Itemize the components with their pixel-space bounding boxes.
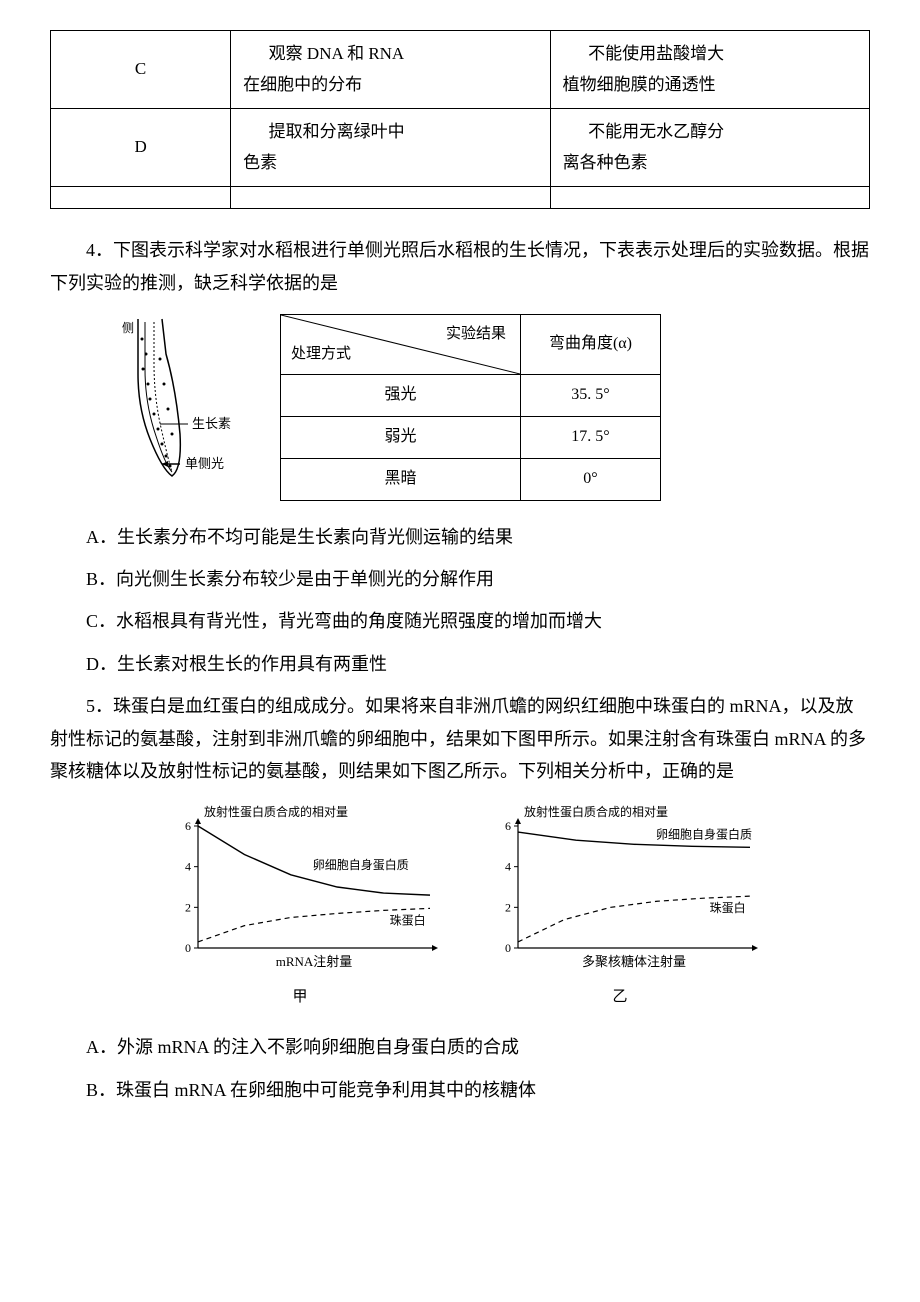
svg-text:6: 6 (185, 819, 191, 833)
text: 不能使用盐酸增大 (588, 44, 724, 63)
q4-option-d: D．生长素对根生长的作用具有两重性 (50, 648, 870, 680)
svg-text:0: 0 (185, 941, 191, 955)
angle-cell: 35. 5° (521, 375, 661, 417)
question-5-stem: 5．珠蛋白是血红蛋白的组成成分。如果将来自非洲爪蟾的网织红细胞中珠蛋白的 mRN… (50, 690, 870, 787)
result-cell: 不能使用盐酸增大 植物细胞膜的通透性 (550, 31, 869, 109)
result-table: 实验结果 处理方式 弯曲角度(α) 强光 35. 5° 弱光 17. 5° 黑暗… (280, 314, 661, 500)
light-label: 单侧光 (185, 456, 224, 471)
root-diagram: 侧 生长素 单侧光 (110, 314, 240, 484)
svg-text:珠蛋白: 珠蛋白 (710, 900, 746, 915)
option-label-c: C (51, 31, 231, 109)
table-row: 弱光 17. 5° (281, 416, 661, 458)
text: 色素 (243, 153, 277, 172)
svg-text:0: 0 (505, 941, 511, 955)
chart-yi: 0 2 4 6 放射性蛋白质合成的相对量卵细胞自身蛋白质珠蛋白多聚核糖体注射量 乙 (480, 802, 760, 1011)
table-row: D 提取和分离绿叶中 色素 不能用无水乙醇分 离各种色素 (51, 109, 870, 187)
q4-option-b: B．向光侧生长素分布较少是由于单侧光的分解作用 (50, 563, 870, 595)
result-cell: 不能用无水乙醇分 离各种色素 (550, 109, 869, 187)
table-row-empty (51, 187, 870, 209)
axis-label: 侧 (122, 321, 134, 335)
svg-text:卵细胞自身蛋白质: 卵细胞自身蛋白质 (656, 827, 752, 842)
table-row: 强光 35. 5° (281, 375, 661, 417)
chart-svg-jia: 0 2 4 6 放射性蛋白质合成的相对量卵细胞自身蛋白质珠蛋白 mRNA注射量 (160, 802, 440, 982)
table-row: 黑暗 0° (281, 458, 661, 500)
text: 植物细胞膜的通透性 (563, 75, 716, 94)
svg-text:6: 6 (505, 819, 511, 833)
svg-text:多聚核糖体注射量: 多聚核糖体注射量 (582, 954, 686, 969)
method-cell: 强光 (281, 375, 521, 417)
text: 提取和分离绿叶中 (269, 122, 405, 141)
question-4-stem: 4．下图表示科学家对水稻根进行单侧光照后水稻根的生长情况，下表表示处理后的实验数… (50, 234, 870, 299)
text: 在细胞中的分布 (243, 75, 362, 94)
svg-text:mRNA注射量: mRNA注射量 (276, 954, 353, 969)
question-4-figure: 侧 生长素 单侧光 实验结果 处理方式 弯曲角度(α) 强光 35. 5° 弱光… (110, 314, 870, 500)
svg-text:放射性蛋白质合成的相对量: 放射性蛋白质合成的相对量 (524, 804, 668, 819)
auxin-label: 生长素 (192, 416, 231, 431)
angle-cell: 0° (521, 458, 661, 500)
q4-option-a: A．生长素分布不均可能是生长素向背光侧运输的结果 (50, 521, 870, 553)
header-method: 处理方式 (291, 341, 351, 368)
method-cell: 黑暗 (281, 458, 521, 500)
svg-text:2: 2 (185, 901, 191, 915)
chart-svg-yi: 0 2 4 6 放射性蛋白质合成的相对量卵细胞自身蛋白质珠蛋白多聚核糖体注射量 (480, 802, 760, 982)
text: 不能用无水乙醇分 (588, 122, 724, 141)
q4-option-c: C．水稻根具有背光性，背光弯曲的角度随光照强度的增加而增大 (50, 605, 870, 637)
chart-caption-yi: 乙 (612, 984, 627, 1011)
angle-cell: 17. 5° (521, 416, 661, 458)
experiment-cell: 观察 DNA 和 RNA 在细胞中的分布 (231, 31, 550, 109)
svg-text:2: 2 (505, 901, 511, 915)
option-label-d: D (51, 109, 231, 187)
text: 离各种色素 (563, 153, 648, 172)
method-cell: 弱光 (281, 416, 521, 458)
svg-text:4: 4 (505, 860, 511, 874)
question-5-charts: 0 2 4 6 放射性蛋白质合成的相对量卵细胞自身蛋白质珠蛋白 mRNA注射量 甲 0 2 4… (50, 802, 870, 1011)
chart-caption-jia: 甲 (292, 984, 307, 1011)
svg-text:卵细胞自身蛋白质: 卵细胞自身蛋白质 (313, 857, 409, 872)
experiment-options-table: C 观察 DNA 和 RNA 在细胞中的分布 不能使用盐酸增大 植物细胞膜的通透… (50, 30, 870, 209)
angle-header: 弯曲角度(α) (521, 315, 661, 375)
diagonal-header: 实验结果 处理方式 (281, 315, 521, 375)
experiment-cell: 提取和分离绿叶中 色素 (231, 109, 550, 187)
text: 观察 DNA 和 RNA (269, 44, 405, 63)
svg-text:4: 4 (185, 860, 191, 874)
q5-option-a: A．外源 mRNA 的注入不影响卵细胞自身蛋白质的合成 (50, 1031, 870, 1063)
q5-option-b: B．珠蛋白 mRNA 在卵细胞中可能竞争利用其中的核糖体 (50, 1074, 870, 1106)
header-result: 实验结果 (446, 321, 506, 348)
svg-text:放射性蛋白质合成的相对量: 放射性蛋白质合成的相对量 (204, 804, 348, 819)
table-row: C 观察 DNA 和 RNA 在细胞中的分布 不能使用盐酸增大 植物细胞膜的通透… (51, 31, 870, 109)
chart-jia: 0 2 4 6 放射性蛋白质合成的相对量卵细胞自身蛋白质珠蛋白 mRNA注射量 甲 (160, 802, 440, 1011)
svg-text:珠蛋白: 珠蛋白 (390, 913, 426, 928)
